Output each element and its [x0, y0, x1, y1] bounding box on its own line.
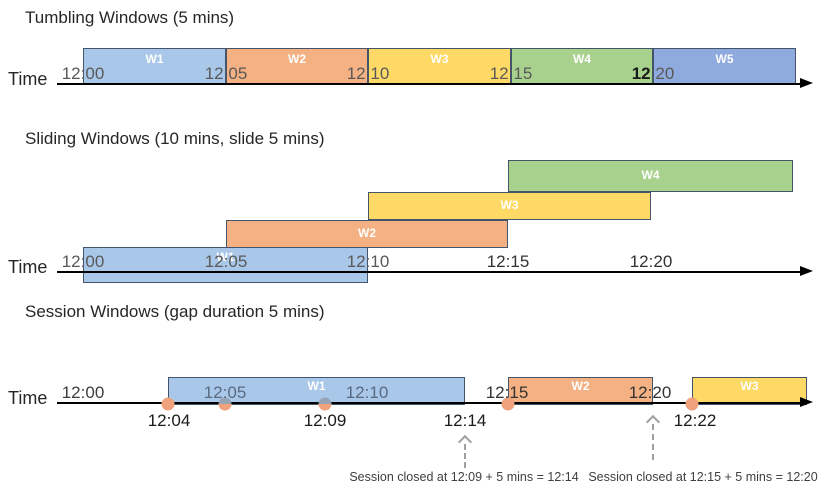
time-axis-arrowhead — [800, 266, 813, 276]
axis-tick-label: 12:20 — [628, 383, 672, 402]
sliding-window-label-w4: W4 — [641, 168, 660, 182]
tumbling-window-label-w1: W1 — [145, 52, 164, 66]
tumbling-window-w4 — [511, 48, 653, 84]
section-title-session: Session Windows (gap duration 5 mins) — [25, 302, 325, 321]
tumbling-window-label-w4: W4 — [573, 52, 591, 66]
axis-tick-label: 12:00 — [61, 252, 105, 271]
time-axis-label: Time — [8, 388, 48, 408]
axis-tick-label: 12:00 — [61, 383, 105, 402]
axis-tick-label: 12:10 — [345, 383, 389, 402]
session-window-label-w2: W2 — [571, 379, 590, 393]
event-time-label: 12:04 — [147, 411, 191, 430]
session-closed-annotation: Session closed at 12:15 + 5 mins = 12:20 — [588, 470, 818, 484]
axis-tick-label: 12:10 — [346, 252, 390, 271]
time-axis-arrowhead — [800, 397, 813, 407]
session-window-label-w1: W1 — [307, 379, 326, 393]
axis-tick-label: 12:05 — [203, 383, 247, 402]
tick-bold-prefix: 12 — [631, 64, 651, 83]
event-time-label: 12:22 — [673, 411, 717, 430]
axis-tick-label: 12:20 — [629, 252, 673, 271]
tumbling-window-w1 — [83, 48, 226, 84]
sliding-window-w4 — [508, 160, 793, 192]
axis-tick-label: 12:00 — [61, 64, 105, 83]
event-dot — [318, 397, 332, 411]
event-dot — [501, 397, 515, 411]
section-title-sliding: Sliding Windows (10 mins, slide 5 mins) — [25, 129, 325, 148]
session-window-w3 — [692, 377, 807, 405]
axis-tick-label: 12:20 — [632, 64, 675, 84]
axis-tick-label: 12:15 — [489, 64, 533, 83]
session-closed-annotation: Session closed at 12:09 + 5 mins = 12:14 — [349, 470, 579, 484]
sliding-window-label-w2: W2 — [358, 226, 376, 240]
sliding-window-label-w3: W3 — [500, 198, 519, 212]
tumbling-window-label-w5: W5 — [715, 52, 734, 66]
tumbling-window-w5 — [653, 48, 796, 84]
session-window-w1 — [168, 377, 465, 405]
sliding-window-w3 — [368, 192, 651, 220]
sliding-window-w1 — [83, 247, 368, 283]
time-axis-line — [57, 83, 800, 85]
tumbling-window-label-w3: W3 — [430, 52, 449, 66]
time-axis-line — [57, 271, 800, 273]
axis-tick-label: 12:15 — [485, 383, 529, 402]
dashed-arrow-line — [464, 444, 466, 468]
tick-suffix: :20 — [650, 64, 675, 83]
time-axis-arrowhead — [800, 78, 813, 88]
session-window-w2 — [508, 377, 653, 405]
event-dot — [161, 397, 175, 411]
event-time-label: 12:14 — [443, 411, 487, 430]
event-dot — [685, 397, 699, 411]
axis-tick-label: 12:10 — [346, 64, 390, 83]
section-title-tumbling: Tumbling Windows (5 mins) — [25, 8, 235, 27]
tumbling-window-label-w2: W2 — [288, 52, 306, 66]
axis-tick-label: 12:15 — [486, 252, 530, 271]
dashed-arrow-line — [652, 424, 654, 460]
axis-tick-label: 12:05 — [204, 252, 248, 271]
event-dot — [218, 397, 232, 411]
time-axis-line — [57, 402, 800, 404]
sliding-window-label-w1: W1 — [216, 250, 235, 264]
axis-tick-label: 12:05 — [204, 64, 248, 83]
event-time-label: 12:09 — [303, 411, 347, 430]
time-axis-label: Time — [8, 257, 48, 277]
time-axis-label: Time — [8, 69, 48, 89]
tumbling-window-w3 — [368, 48, 511, 84]
session-window-label-w3: W3 — [740, 379, 759, 393]
